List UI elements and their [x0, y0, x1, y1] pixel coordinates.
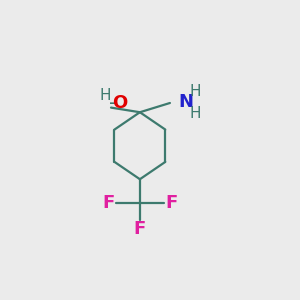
- Text: H: H: [190, 84, 201, 99]
- Text: N: N: [178, 93, 194, 111]
- Text: F: F: [102, 194, 114, 212]
- Text: H: H: [100, 88, 111, 103]
- Text: O: O: [112, 94, 128, 112]
- Text: F: F: [134, 220, 146, 238]
- Text: H: H: [190, 106, 201, 121]
- Text: F: F: [165, 194, 178, 212]
- Text: -: -: [109, 93, 117, 113]
